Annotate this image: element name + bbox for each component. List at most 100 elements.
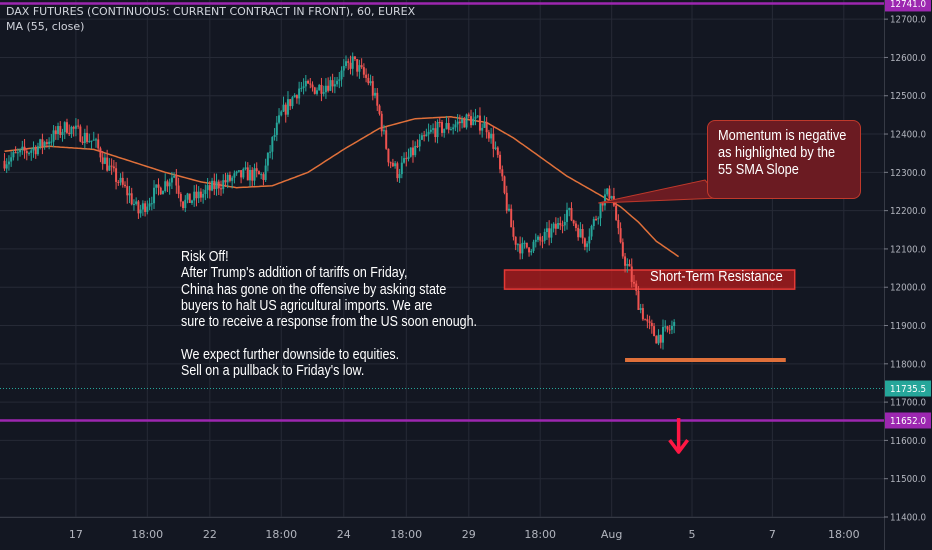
candle-down — [311, 84, 314, 88]
candle-down — [81, 141, 84, 143]
candle-down — [624, 256, 627, 266]
candle-down — [641, 308, 644, 320]
candle-down — [637, 290, 640, 310]
candle-up — [418, 139, 421, 147]
candle-down — [262, 174, 265, 180]
candle-down — [353, 56, 356, 60]
resistance-label: Short-Term Resistance — [650, 269, 783, 285]
candle-down — [423, 135, 426, 137]
candle-up — [545, 228, 548, 233]
candle-up — [465, 114, 468, 128]
candle-down — [380, 113, 383, 132]
candle-up — [30, 150, 33, 153]
candle-up — [436, 121, 439, 138]
candle-up — [70, 126, 73, 135]
candle-down — [106, 157, 109, 171]
candle-down — [617, 219, 620, 229]
candle-down — [644, 319, 647, 321]
candle-up — [61, 132, 64, 135]
candle-down — [385, 130, 388, 149]
candle-up — [269, 151, 272, 153]
candle-down — [313, 87, 316, 94]
time-tick-label: 5 — [689, 528, 696, 541]
candle-up — [300, 87, 303, 89]
candle-up — [626, 263, 629, 266]
candle-up — [278, 115, 281, 123]
candle-down — [539, 236, 542, 241]
candle-up — [449, 129, 452, 131]
candle-down — [41, 139, 44, 147]
candle-down — [632, 281, 635, 284]
price-axis[interactable]: 11400.0 11500.0 11600.0 11700.0 11800.0 11900… — [884, 0, 932, 550]
candle-up — [103, 157, 106, 164]
candle-down — [99, 148, 102, 158]
candle-up — [351, 56, 354, 69]
callout-pointer — [598, 179, 722, 204]
candle-up — [603, 194, 606, 206]
candle-down — [213, 180, 216, 190]
callout-line: as highlighted by the — [718, 145, 836, 161]
candle-up — [639, 308, 642, 310]
candle-down — [157, 184, 160, 188]
candle-down — [646, 319, 649, 322]
bubble-pointer — [598, 179, 722, 204]
candle-up — [563, 221, 566, 226]
candle-up — [474, 116, 477, 119]
time-tick-label: Aug — [601, 528, 622, 541]
candle-down — [405, 158, 408, 160]
candle-down — [378, 105, 381, 114]
candle-down — [72, 126, 75, 129]
price-tick-label: 12600.0 — [890, 53, 926, 64]
price-tick-label: 11900.0 — [890, 321, 926, 332]
candle-up — [119, 177, 122, 183]
candle-up — [273, 134, 276, 138]
candle-down — [34, 147, 37, 155]
candle-up — [242, 168, 245, 178]
candle-down — [463, 119, 466, 128]
candle-down — [307, 81, 310, 84]
candle-down — [59, 126, 62, 135]
candle-up — [39, 139, 42, 147]
candle-up — [403, 158, 406, 163]
candle-up — [472, 118, 475, 126]
time-axis[interactable]: 17 18:00 22 18:00 24 18:00 29 18:00 Aug 5 7 18:00 — [0, 517, 884, 550]
candle-up — [398, 174, 401, 179]
candle-up — [21, 146, 24, 150]
candle-up — [280, 111, 283, 116]
candle-down — [492, 133, 495, 149]
candle-down — [548, 228, 551, 238]
time-tick-label: 18:00 — [390, 528, 422, 541]
candle-down — [295, 95, 298, 99]
candle-up — [345, 61, 348, 66]
candle-up — [155, 184, 158, 188]
candle-up — [454, 124, 457, 128]
candle-up — [606, 188, 609, 195]
candle-down — [619, 228, 622, 243]
candle-up — [420, 135, 423, 140]
price-tick-label: 11700.0 — [890, 398, 926, 409]
candle-up — [532, 241, 535, 251]
candle-up — [543, 232, 546, 241]
candle-down — [668, 329, 671, 331]
candle-up — [324, 85, 327, 93]
candle-up — [425, 134, 428, 137]
ma-line — [4, 116, 680, 258]
candle-up — [161, 191, 164, 195]
candle-up — [108, 165, 111, 171]
candle-down — [441, 122, 443, 133]
candle-up — [52, 130, 55, 142]
candle-up — [445, 123, 448, 129]
candle-down — [144, 203, 147, 212]
note-line: Sell on a pullback to Friday's low. — [181, 363, 365, 380]
candle-up — [550, 228, 553, 238]
candle-down — [499, 154, 502, 170]
time-tick-label: 17 — [69, 528, 83, 541]
candle-down — [195, 191, 198, 199]
candle-down — [577, 227, 580, 238]
time-tick-label: 18:00 — [524, 528, 556, 541]
candle-up — [568, 208, 571, 210]
candle-down — [284, 104, 287, 115]
candle-down — [561, 225, 564, 227]
candle-down — [581, 228, 584, 239]
